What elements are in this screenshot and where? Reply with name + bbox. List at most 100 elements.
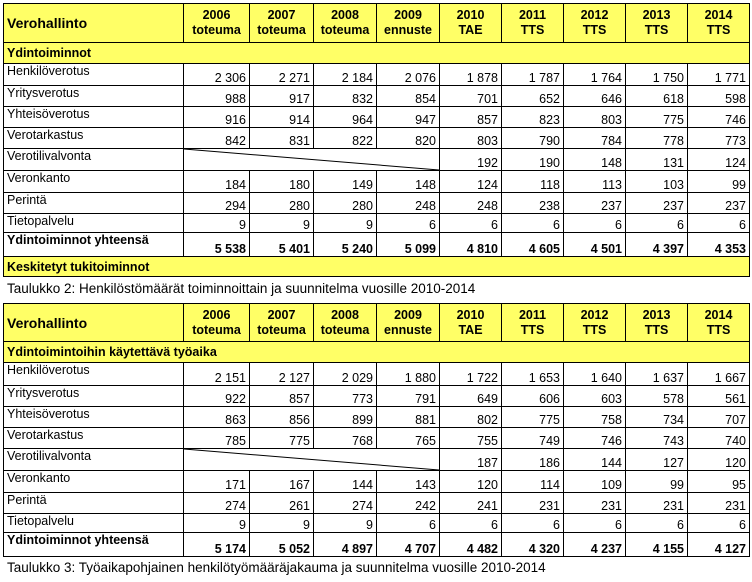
total-value: 4 320 [501, 532, 564, 557]
not-applicable-cell [183, 448, 440, 471]
total-value: 5 538 [183, 232, 250, 257]
value-cell: 803 [439, 127, 502, 149]
value-cell: 143 [376, 470, 440, 493]
year-sublabel: TTS [520, 322, 545, 337]
value-cell: 237 [563, 192, 626, 214]
value-cell: 237 [687, 192, 750, 214]
value-cell: 231 [563, 492, 626, 514]
value-cell: 120 [687, 448, 750, 471]
value-cell: 274 [183, 492, 250, 514]
value-cell: 9 [183, 213, 250, 233]
value-cell: 192 [439, 148, 502, 171]
value-cell: 294 [183, 192, 250, 214]
value-cell: 561 [687, 385, 750, 407]
value-cell: 746 [687, 106, 750, 128]
value-cell: 180 [249, 170, 314, 193]
value-cell: 2 029 [313, 362, 377, 386]
table-row: Tietopalvelu 9 9 9 6 6 6 6 6 6 [3, 213, 750, 233]
value-cell: 231 [687, 492, 750, 514]
value-cell: 124 [439, 170, 502, 193]
section-label: Keskitetyt tukitoiminnot [3, 256, 750, 277]
year-label: 2006 [202, 8, 231, 22]
value-cell: 618 [625, 85, 688, 107]
year-header: 2009 ennuste [376, 3, 440, 43]
value-cell: 9 [249, 213, 314, 233]
year-header: 2012 TTS [563, 3, 626, 43]
year-sublabel: toteuma [192, 23, 241, 37]
row-label: Veronkanto [3, 170, 184, 193]
total-value: 5 099 [376, 232, 440, 257]
org-title: Verohallinto [3, 303, 184, 342]
total-row: Ydintoiminnot yhteensä 5 174 5 052 4 897 4 7… [3, 532, 750, 557]
value-cell: 778 [625, 127, 688, 149]
value-cell: 916 [183, 106, 250, 128]
section-row-support: Keskitetyt tukitoiminnot [3, 256, 750, 277]
value-cell: 773 [313, 385, 377, 407]
value-cell: 242 [376, 492, 440, 514]
year-label: 2009 [394, 8, 422, 22]
table-row: Perintä 274 261 274 242 241 231 231 231 231 [3, 492, 750, 514]
section-row-core: Ydintoiminnot [3, 42, 750, 64]
value-cell: 1 653 [501, 362, 564, 386]
section-row-core: Ydintoimintoihin käytettävä työaika [3, 341, 750, 363]
year-header: 2008 toteuma [313, 3, 377, 43]
value-cell: 831 [249, 127, 314, 149]
value-cell: 823 [501, 106, 564, 128]
diagonal-strike [184, 449, 439, 470]
row-label: Perintä [3, 492, 184, 514]
value-cell: 857 [249, 385, 314, 407]
value-cell: 149 [313, 170, 377, 193]
value-cell: 184 [183, 170, 250, 193]
year-sublabel: ennuste [384, 322, 432, 337]
row-label: Yritysverotus [3, 385, 184, 407]
value-cell: 649 [439, 385, 502, 407]
row-label: Verotilivalvonta [3, 148, 184, 171]
value-cell: 606 [501, 385, 564, 407]
year-label: 2007 [267, 8, 296, 22]
year-header: 2014 TTS [687, 3, 750, 43]
value-cell: 6 [687, 513, 750, 533]
row-label: Perintä [3, 192, 184, 214]
value-cell: 231 [625, 492, 688, 514]
row-label: Henkilöverotus [3, 362, 184, 386]
value-cell: 238 [501, 192, 564, 214]
total-value: 5 240 [313, 232, 377, 257]
value-cell: 2 151 [183, 362, 250, 386]
total-value: 4 707 [376, 532, 440, 557]
value-cell: 964 [313, 106, 377, 128]
value-cell: 917 [249, 85, 314, 107]
value-cell: 248 [376, 192, 440, 214]
value-cell: 646 [563, 85, 626, 107]
table-row: Veronkanto 184 180 149 148 124 118 113 103 99 [3, 170, 750, 193]
value-cell: 791 [376, 385, 440, 407]
total-value: 4 397 [625, 232, 688, 257]
value-cell: 1 722 [439, 362, 502, 386]
org-title: Verohallinto [3, 3, 184, 43]
row-label: Verotarkastus [3, 127, 184, 149]
row-label: Verotilivalvonta [3, 448, 184, 471]
value-cell: 749 [501, 427, 564, 449]
value-cell: 854 [376, 85, 440, 107]
value-cell: 947 [376, 106, 440, 128]
value-cell: 785 [183, 427, 250, 449]
year-label: 2010 [456, 307, 485, 322]
value-cell: 707 [687, 406, 750, 428]
value-cell: 652 [501, 85, 564, 107]
value-cell: 701 [439, 85, 502, 107]
value-cell: 856 [249, 406, 314, 428]
row-label: Verotarkastus [3, 427, 184, 449]
value-cell: 820 [376, 127, 440, 149]
value-cell: 922 [183, 385, 250, 407]
value-cell: 1 640 [563, 362, 626, 386]
value-cell: 1 764 [563, 63, 626, 86]
value-cell: 899 [313, 406, 377, 428]
value-cell: 914 [249, 106, 314, 128]
value-cell: 802 [439, 406, 502, 428]
row-label: Yritysverotus [3, 85, 184, 107]
value-cell: 773 [687, 127, 750, 149]
year-header: 2006 toteuma [183, 3, 250, 43]
year-header: 2008 toteuma [313, 303, 377, 342]
table-row: Verotarkastus 842 831 822 820 803 790 784 778 773 [3, 127, 750, 149]
year-sublabel: toteuma [320, 23, 370, 37]
table-caption: Taulukko 2: Henkilöstömäärät toiminnoitt… [7, 281, 476, 296]
